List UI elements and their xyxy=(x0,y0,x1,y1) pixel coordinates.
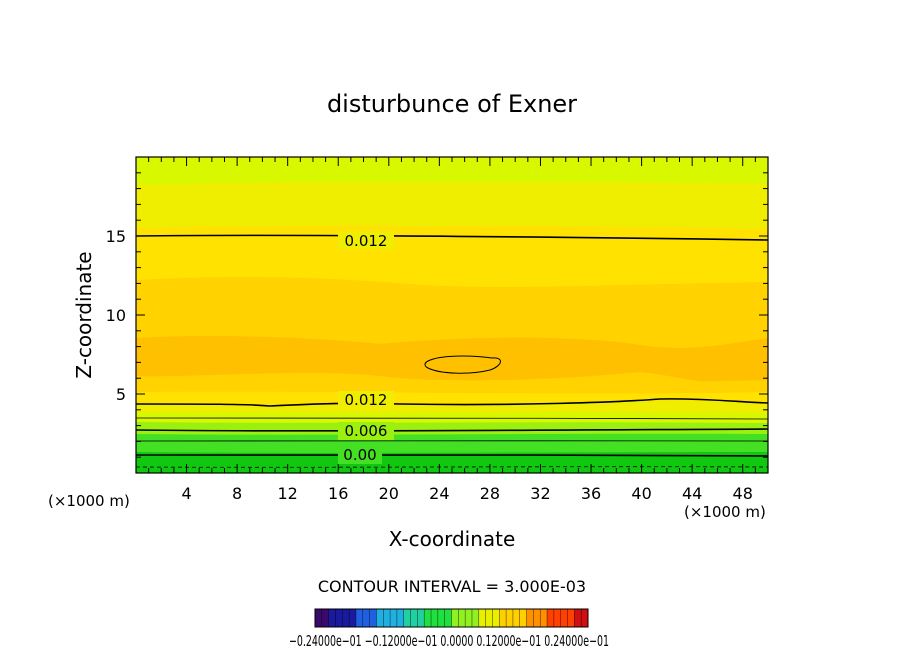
colorbar-swatch xyxy=(567,609,575,627)
colorbar-swatch xyxy=(485,609,493,627)
x-tick-label: 16 xyxy=(328,484,348,503)
chart-title: disturbunce of Exner xyxy=(327,90,577,118)
contour-label: 0.006 xyxy=(345,422,388,440)
contour-label: 0.012 xyxy=(345,232,388,250)
colorbar-swatch xyxy=(506,609,514,627)
colorbar-swatch xyxy=(444,609,452,627)
x-tick-label: 44 xyxy=(682,484,702,503)
colorbar-swatch xyxy=(335,609,343,627)
band-deep-green xyxy=(136,452,768,473)
contour-label-bg xyxy=(338,231,394,249)
x-unit-label: (×1000 m) xyxy=(684,503,766,521)
colorbar-swatch xyxy=(396,609,405,627)
x-tick-label: 40 xyxy=(631,484,651,503)
colorbar xyxy=(314,609,589,627)
colorbar-swatch xyxy=(362,609,371,627)
colorbar-swatch xyxy=(512,609,521,627)
colorbar-swatch xyxy=(355,609,364,627)
y-tick-label: 15 xyxy=(106,227,126,246)
x-tick-label: 24 xyxy=(429,484,449,503)
colorbar-labels: −0.24000e−01 −0.12000e−01 0.0000 0.12000… xyxy=(289,632,609,650)
colorbar-swatch xyxy=(533,609,541,627)
contour-field xyxy=(136,157,768,473)
contour-line-thin-2 xyxy=(136,440,768,442)
contour-label-bg xyxy=(338,422,394,440)
x-tick-label: 32 xyxy=(530,484,550,503)
y-axis-label: Z-coordinate xyxy=(72,251,96,378)
x-tick-label: 12 xyxy=(278,484,298,503)
colorbar-swatch xyxy=(581,609,589,627)
contour-labels: 0.012 0.012 0.006 0.00 xyxy=(338,231,394,464)
x-tick-label: 36 xyxy=(581,484,601,503)
colorbar-swatch xyxy=(431,609,439,627)
contour-line-closed xyxy=(424,355,501,374)
x-axis-label: X-coordinate xyxy=(389,527,516,551)
colorbar-swatch xyxy=(437,609,446,627)
colorbar-swatch xyxy=(328,609,336,627)
contour-interval-label: CONTOUR INTERVAL = 3.000E-03 xyxy=(318,577,586,596)
contour-line-0.00 xyxy=(136,454,768,457)
colorbar-frame xyxy=(314,608,589,628)
contour-label-bg xyxy=(338,391,394,409)
y-unit-label: (×1000 m) xyxy=(48,492,130,510)
colorbar-swatch xyxy=(321,609,330,627)
colorbar-swatch xyxy=(499,609,507,627)
colorbar-swatch xyxy=(478,609,487,627)
colorbar-swatch xyxy=(526,609,534,627)
contour-line-0.012-upper xyxy=(136,234,768,241)
contour-label-bg xyxy=(338,446,382,464)
colorbar-swatch xyxy=(540,609,548,627)
x-tick-label: 20 xyxy=(379,484,399,503)
colorbar-swatch xyxy=(403,609,412,627)
colorbar-swatch xyxy=(390,609,398,627)
contour-line-0.012-lower xyxy=(136,398,768,407)
colorbar-swatch xyxy=(492,609,500,627)
colorbar-swatch xyxy=(574,609,582,627)
colorbar-swatch xyxy=(383,609,391,627)
colorbar-swatch xyxy=(519,609,528,627)
x-tick-label: 28 xyxy=(480,484,500,503)
band-orange xyxy=(136,336,768,385)
colorbar-swatch xyxy=(410,609,418,627)
contour-line-0.006 xyxy=(136,428,768,432)
colorbar-swatch xyxy=(547,609,555,627)
contour-label: 0.012 xyxy=(345,391,388,409)
colorbar-swatch xyxy=(465,609,473,627)
colorbar-swatch xyxy=(560,609,569,627)
colorbar-swatch xyxy=(458,609,466,627)
x-tick-label: 48 xyxy=(733,484,753,503)
colorbar-swatch xyxy=(471,609,480,627)
contour-line-thin-1 xyxy=(136,417,768,420)
colorbar-swatch xyxy=(369,609,377,627)
colorbar-swatch xyxy=(451,609,459,627)
colorbar-swatch xyxy=(417,609,425,627)
colorbar-swatch xyxy=(553,609,562,627)
colorbar-swatch xyxy=(342,609,350,627)
colorbar-swatch xyxy=(315,609,323,627)
y-tick-label: 5 xyxy=(116,385,126,404)
colorbar-swatch xyxy=(424,609,432,627)
contour-line-dashed xyxy=(136,466,768,468)
colorbar-swatch xyxy=(376,609,384,627)
contour-label: 0.00 xyxy=(343,446,376,464)
x-tick-label: 8 xyxy=(232,484,242,503)
colorbar-swatch xyxy=(349,609,357,627)
y-tick-label: 10 xyxy=(106,306,126,325)
x-tick-label: 4 xyxy=(181,484,191,503)
